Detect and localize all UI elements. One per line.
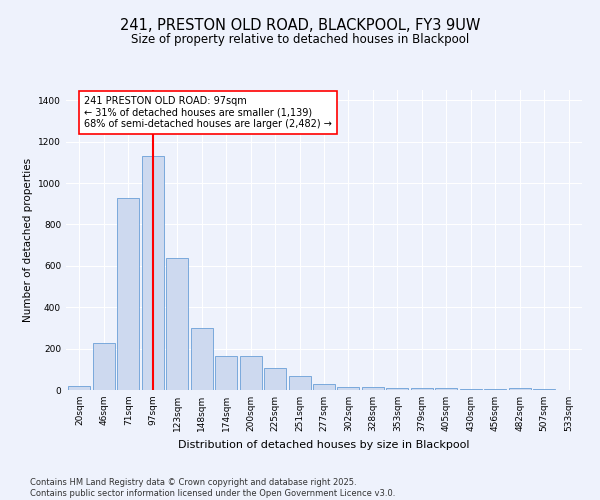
Bar — [460, 389, 482, 390]
Bar — [93, 344, 115, 390]
Bar — [166, 258, 188, 390]
Bar — [142, 156, 164, 390]
Bar — [215, 356, 237, 390]
Bar — [337, 387, 359, 390]
Bar — [386, 388, 409, 390]
Bar — [289, 376, 311, 390]
Text: 241 PRESTON OLD ROAD: 97sqm
← 31% of detached houses are smaller (1,139)
68% of : 241 PRESTON OLD ROAD: 97sqm ← 31% of det… — [85, 96, 332, 130]
Bar — [191, 328, 213, 390]
Y-axis label: Number of detached properties: Number of detached properties — [23, 158, 32, 322]
X-axis label: Distribution of detached houses by size in Blackpool: Distribution of detached houses by size … — [178, 440, 470, 450]
Bar — [509, 388, 530, 390]
Bar — [68, 386, 91, 390]
Bar — [411, 388, 433, 390]
Bar — [118, 198, 139, 390]
Bar — [264, 368, 286, 390]
Bar — [435, 388, 457, 390]
Bar — [313, 384, 335, 390]
Text: 241, PRESTON OLD ROAD, BLACKPOOL, FY3 9UW: 241, PRESTON OLD ROAD, BLACKPOOL, FY3 9U… — [120, 18, 480, 32]
Bar — [484, 389, 506, 390]
Bar — [239, 356, 262, 390]
Bar — [362, 387, 384, 390]
Text: Size of property relative to detached houses in Blackpool: Size of property relative to detached ho… — [131, 32, 469, 46]
Text: Contains HM Land Registry data © Crown copyright and database right 2025.
Contai: Contains HM Land Registry data © Crown c… — [30, 478, 395, 498]
Bar — [533, 389, 555, 390]
